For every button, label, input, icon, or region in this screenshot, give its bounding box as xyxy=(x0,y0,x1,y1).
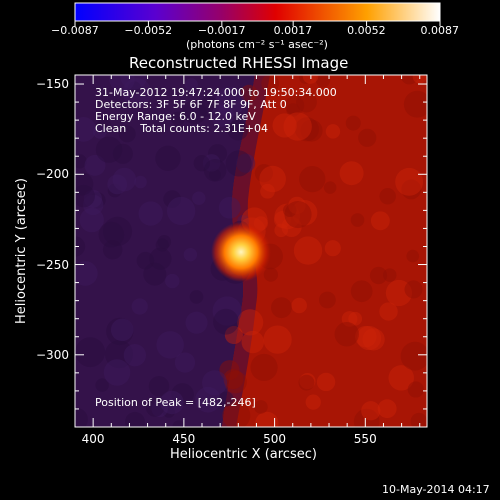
peak-source xyxy=(211,222,271,282)
y-tick-label: −150 xyxy=(36,77,69,92)
annotation-time-range: 31-May-2012 19:47:24.000 to 19:50:34.000 xyxy=(95,86,337,99)
colorbar-ticks xyxy=(74,21,441,26)
x-tick-label: 400 xyxy=(81,432,105,446)
peak-position-label: Position of Peak = [482,-246] xyxy=(95,396,256,409)
x-tick-label: 450 xyxy=(172,432,196,446)
colorbar-tick-label: 0.0017 xyxy=(273,24,313,37)
x-tick-label: 500 xyxy=(263,432,286,446)
y-tick-label: −300 xyxy=(36,347,69,362)
colorbar-tick-label: 0.0052 xyxy=(347,24,386,37)
annotation-detectors: Detectors: 3F 5F 6F 7F 8F 9F, Att 0 xyxy=(95,98,287,111)
colorbar-tick-label: −0.0017 xyxy=(197,24,246,37)
y-axis-label: Heliocentric Y (arcsec) xyxy=(14,178,29,324)
colorbar-tick-label: 0.0087 xyxy=(420,24,460,37)
annotation-energy-range: Energy Range: 6.0 - 12.0 keV xyxy=(95,110,256,123)
x-tick-label: 550 xyxy=(353,432,377,446)
y-tick-label: −200 xyxy=(36,167,69,182)
colorbar-tick-label: −0.0087 xyxy=(51,24,99,37)
footer-date: 10-May-2014 04:17 xyxy=(382,483,490,496)
heatmap-image xyxy=(75,75,427,427)
axis-ticks xyxy=(75,75,427,428)
chart-title: Reconstructed RHESSI Image xyxy=(129,54,349,72)
colorbar-tick-label: −0.0052 xyxy=(124,24,173,37)
annotation-clean-counts: Clean Total counts: 2.31E+04 xyxy=(95,122,269,135)
colorbar-unit-label: (photons cm⁻² s⁻¹ asec⁻²) xyxy=(186,38,328,51)
plot-frame xyxy=(74,74,428,428)
y-tick-label: −250 xyxy=(36,257,69,272)
x-axis-label: Heliocentric X (arcsec) xyxy=(170,447,317,462)
colorbar xyxy=(74,2,441,22)
